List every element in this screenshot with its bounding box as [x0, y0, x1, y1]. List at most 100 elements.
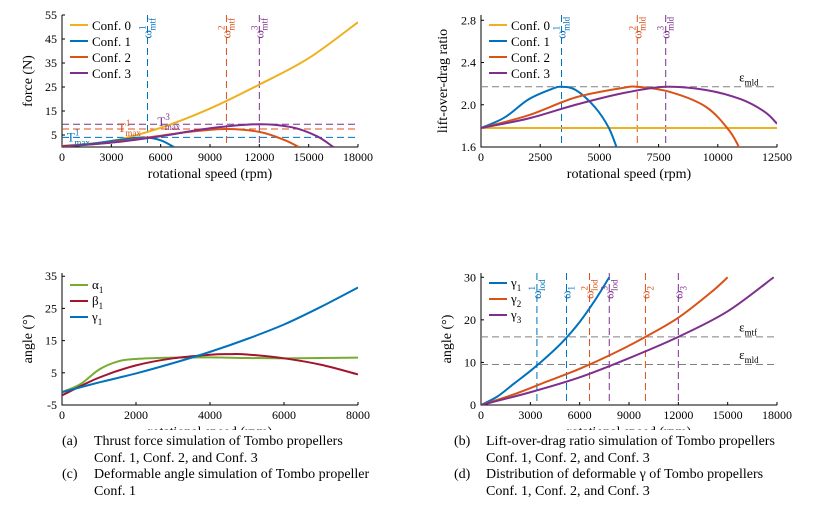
caption-a-line1: Thrust force simulation of Tombo propell…: [94, 434, 343, 449]
x-tick-label: 0: [478, 150, 484, 164]
series-line: [62, 123, 334, 147]
annotation-label: εmtf: [739, 319, 757, 337]
chart-c: 0 2000 4000 6000 8000 -5 5 15 25 35 rotational spe…: [21, 269, 370, 430]
legend-label: β1: [92, 293, 103, 311]
legend-label: Conf. 3: [92, 66, 131, 81]
x-tick-label: 2000: [124, 408, 148, 422]
y-tick-label: -5: [47, 398, 57, 412]
svg-text:ω2lod: ω2lod: [580, 279, 600, 299]
y-tick-label: 20: [464, 313, 476, 327]
figure-canvas: 0 3000 6000 9000 12000 15000 1800051525354555r…: [21, 8, 792, 430]
x-tick-label: 5000: [587, 150, 611, 164]
y-tick-label: 35: [45, 56, 57, 70]
legend-label: Conf. 2: [92, 50, 131, 65]
axes-d: [480, 273, 777, 406]
chart-d: 0 3000 6000 9000 12000 15000 18000 0 10 20 30 rotat…: [440, 270, 792, 430]
legend-label: Conf. 0: [511, 18, 550, 33]
annotation-label: ω2mtf: [216, 18, 236, 39]
annotation-label: ω1lod: [527, 279, 547, 299]
svg-text:ω3lod: ω3lod: [599, 279, 619, 299]
y-tick-label: 2.0: [461, 98, 476, 112]
series-line: [62, 353, 358, 397]
plot-area-a: [62, 15, 358, 147]
y-tick-label: 10: [464, 355, 476, 369]
caption-c: (c) Deformable angle simulation of Tombo …: [62, 466, 369, 500]
svg-text:ω2mld: ω2mld: [627, 16, 647, 39]
svg-text:εmld: εmld: [739, 347, 759, 365]
legend-label: γ1: [510, 275, 521, 293]
x-tick-label: 6000: [272, 408, 296, 422]
y-axis-label: angle (°): [21, 314, 36, 363]
legend-label: Conf. 0: [92, 18, 131, 33]
y-tick-label: 5: [51, 128, 57, 142]
series-line: [481, 276, 611, 405]
x-tick-label: 9000: [198, 150, 222, 164]
plot-area-b: [481, 15, 777, 147]
y-tick-label: 30: [464, 270, 476, 284]
annotation-label: ω1mtf: [138, 18, 158, 39]
annotation-label: εmld: [739, 70, 759, 88]
x-tick-label: 6000: [568, 408, 592, 422]
legend-label: Conf. 1: [92, 34, 131, 49]
x-tick-label: 8000: [346, 408, 370, 422]
series-line: [481, 85, 777, 129]
series-line: [481, 85, 740, 147]
svg-text:εmtf: εmtf: [739, 319, 757, 337]
x-axis-label: rotational speed (rpm): [567, 425, 692, 430]
axes-c: [61, 273, 358, 406]
legend-label: γ2: [510, 291, 521, 309]
x-tick-label: 2500: [528, 150, 552, 164]
x-axis-label: rotational speed (rpm): [148, 425, 273, 430]
caption-b-line2: Conf. 1, Conf. 2, and Conf. 3: [486, 451, 650, 466]
y-axis-label: force (N): [21, 55, 36, 107]
caption-d: (d) Distribution of deformable γ of Tombo…: [454, 466, 763, 500]
annotation-label: ω2: [637, 286, 655, 299]
x-tick-label: 0: [478, 408, 484, 422]
svg-text:ω1: ω1: [559, 286, 577, 299]
svg-text:ω3mld: ω3mld: [656, 16, 676, 39]
svg-text:ω3: ω3: [670, 285, 688, 299]
plot-area-c: [62, 286, 358, 397]
y-tick-label: 15: [45, 334, 57, 348]
y-tick-label: 2.4: [461, 56, 476, 70]
caption-c-label: (c): [62, 467, 78, 482]
chart-a: 0 3000 6000 9000 12000 15000 18000 5 15 25 35 45 55 r…: [21, 8, 373, 182]
x-axis-label: rotational speed (rpm): [148, 167, 273, 182]
caption-b: (b) Lift-over-drag ratio simulation of To…: [454, 433, 775, 467]
legend-label: Conf. 1: [511, 34, 550, 49]
annotation-label: ω3lod: [599, 279, 619, 299]
y-tick-label: 25: [45, 80, 57, 94]
svg-text:ω1lod: ω1lod: [527, 279, 547, 299]
x-tick-label: 6000: [149, 150, 173, 164]
caption-b-label: (b): [454, 434, 471, 449]
chart-b: 0 2500 5000 7500 10000 12500 1.6 2.0 2.4 2.8 rotat…: [436, 13, 792, 182]
caption-d-line1: Distribution of deformable γ of Tombo pr…: [486, 467, 764, 482]
y-tick-label: 55: [45, 8, 57, 22]
svg-text:ω3mtf: ω3mtf: [249, 18, 269, 39]
legend-label: γ3: [510, 307, 522, 325]
y-tick-label: 0: [470, 398, 476, 412]
svg-text:ω2mtf: ω2mtf: [216, 18, 236, 39]
caption-a: (a) Thrust force simulation of Tombo prop…: [62, 433, 343, 467]
legend-label: Conf. 2: [511, 50, 550, 65]
x-tick-label: 12000: [663, 408, 693, 422]
x-tick-label: 18000: [343, 150, 373, 164]
caption-a-line2: Conf. 1, Conf. 2, and Conf. 3: [94, 451, 258, 466]
y-tick-label: 25: [45, 301, 57, 315]
x-tick-label: 0: [59, 150, 65, 164]
y-axis-label: angle (°): [440, 314, 455, 363]
annotation-label: T1 max: [67, 127, 90, 147]
x-tick-label: 0: [59, 408, 65, 422]
svg-text:ω1mtf: ω1mtf: [138, 18, 158, 39]
y-tick-label: 15: [45, 104, 57, 118]
series-line: [481, 276, 729, 405]
y-tick-label: 45: [45, 32, 57, 46]
caption-d-label: (d): [454, 467, 471, 482]
x-tick-label: 15000: [713, 408, 743, 422]
x-tick-label: 12500: [762, 150, 792, 164]
annotation-label: ω2lod: [580, 279, 600, 299]
svg-text:ω1mld: ω1mld: [552, 16, 572, 39]
y-tick-label: 35: [45, 269, 57, 283]
y-tick-label: 1.6: [461, 140, 476, 154]
